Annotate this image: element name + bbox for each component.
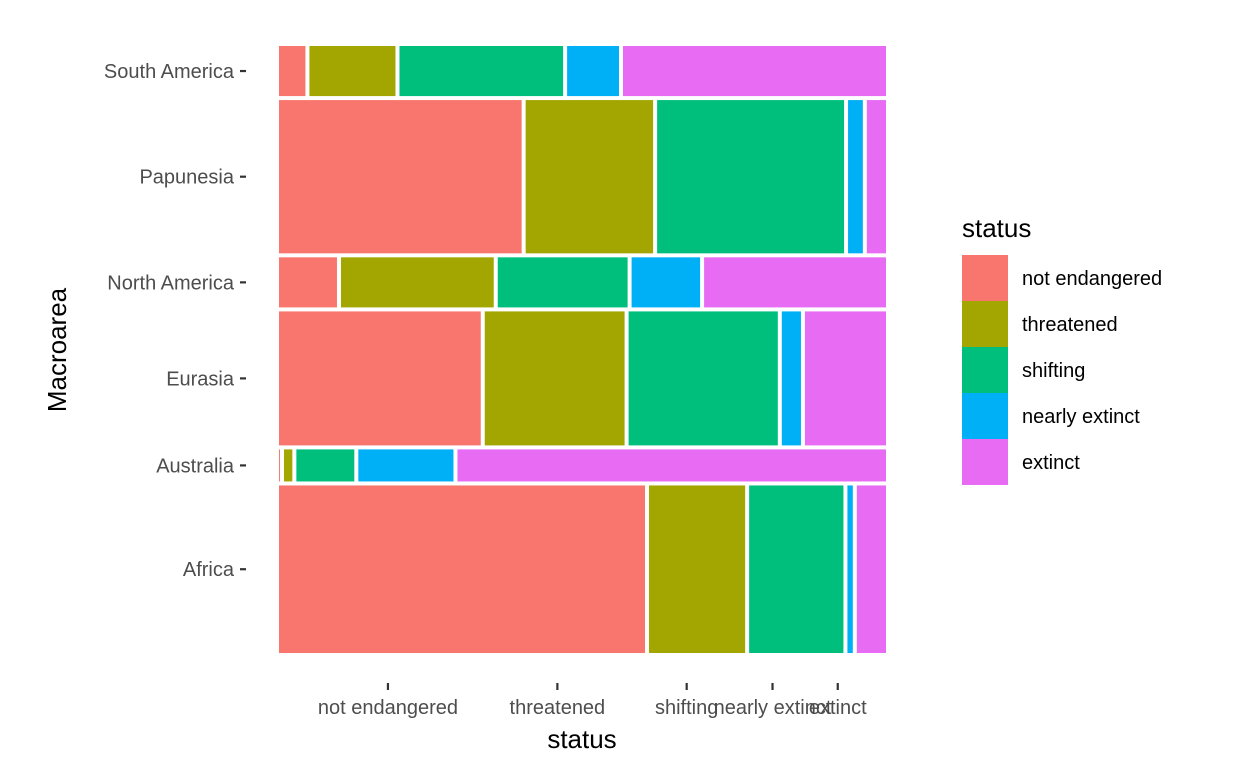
x-tick-label-nearly-extinct: nearly extinct [714,697,832,719]
x-tick-label-threatened: threatened [510,697,606,719]
tile-africa-nearly-extinct [847,485,853,653]
tile-south-america-threatened [309,46,396,97]
tile-australia-extinct [457,449,886,482]
x-tick-label-not-endangered: not endangered [318,697,458,719]
tile-africa-extinct [856,485,886,653]
legend-label-extinct: extinct [1022,452,1080,474]
tile-africa-threatened [648,485,746,653]
y-axis-title: Macroarea [42,287,72,412]
mosaic-tiles [279,46,886,653]
y-axis: Africa Australia Eurasia North America Papun… [104,61,246,581]
legend-label-not-endangered: not endangered [1022,268,1162,290]
tile-eurasia-not-endangered [279,311,481,446]
tile-eurasia-shifting [628,311,778,446]
y-tick-label-australia: Australia [156,455,235,477]
tile-africa-shifting [749,485,844,653]
tile-eurasia-threatened [484,311,625,446]
tile-north-america-threatened [340,257,494,308]
y-tick-label-papunesia: Papunesia [139,167,234,189]
y-tick-label-africa: Africa [183,559,235,581]
tile-north-america-extinct [704,257,886,308]
tile-south-america-extinct [623,46,886,97]
legend-label-nearly-extinct: nearly extinct [1022,406,1140,428]
legend-label-shifting: shifting [1022,360,1085,382]
tile-south-america-nearly-extinct [567,46,619,97]
tile-papunesia-threatened [525,100,654,254]
legend-swatch-not-endangered [962,255,1008,301]
legend-swatch-extinct [962,439,1008,485]
tile-north-america-nearly-extinct [631,257,701,308]
tile-north-america-not-endangered [279,257,337,308]
tile-africa-not-endangered [279,485,645,653]
tile-papunesia-not-endangered [279,100,522,254]
tile-papunesia-shifting [657,100,845,254]
tile-australia-shifting [296,449,355,482]
x-axis-title: status [547,724,616,754]
y-tick-label-north-america: North America [107,272,235,294]
legend-label-threatened: threatened [1022,314,1118,336]
tile-australia-not-endangered [279,449,280,482]
tile-north-america-shifting [497,257,628,308]
legend: status not endangered threatened shifting n… [962,213,1162,485]
tile-south-america-shifting [399,46,564,97]
legend-swatch-shifting [962,347,1008,393]
y-tick-label-eurasia: Eurasia [166,368,235,390]
x-tick-label-shifting: shifting [655,697,718,719]
tile-eurasia-nearly-extinct [781,311,801,446]
legend-swatch-threatened [962,301,1008,347]
tile-australia-nearly-extinct [358,449,454,482]
tile-papunesia-nearly-extinct [848,100,863,254]
y-tick-label-south-america: South America [104,61,235,83]
legend-title: status [962,213,1031,243]
tile-south-america-not-endangered [279,46,306,97]
x-tick-label-extinct: extinct [809,697,867,719]
tile-australia-threatened [283,449,293,482]
tile-eurasia-extinct [804,311,886,446]
legend-swatch-nearly-extinct [962,393,1008,439]
tile-papunesia-extinct [866,100,886,254]
